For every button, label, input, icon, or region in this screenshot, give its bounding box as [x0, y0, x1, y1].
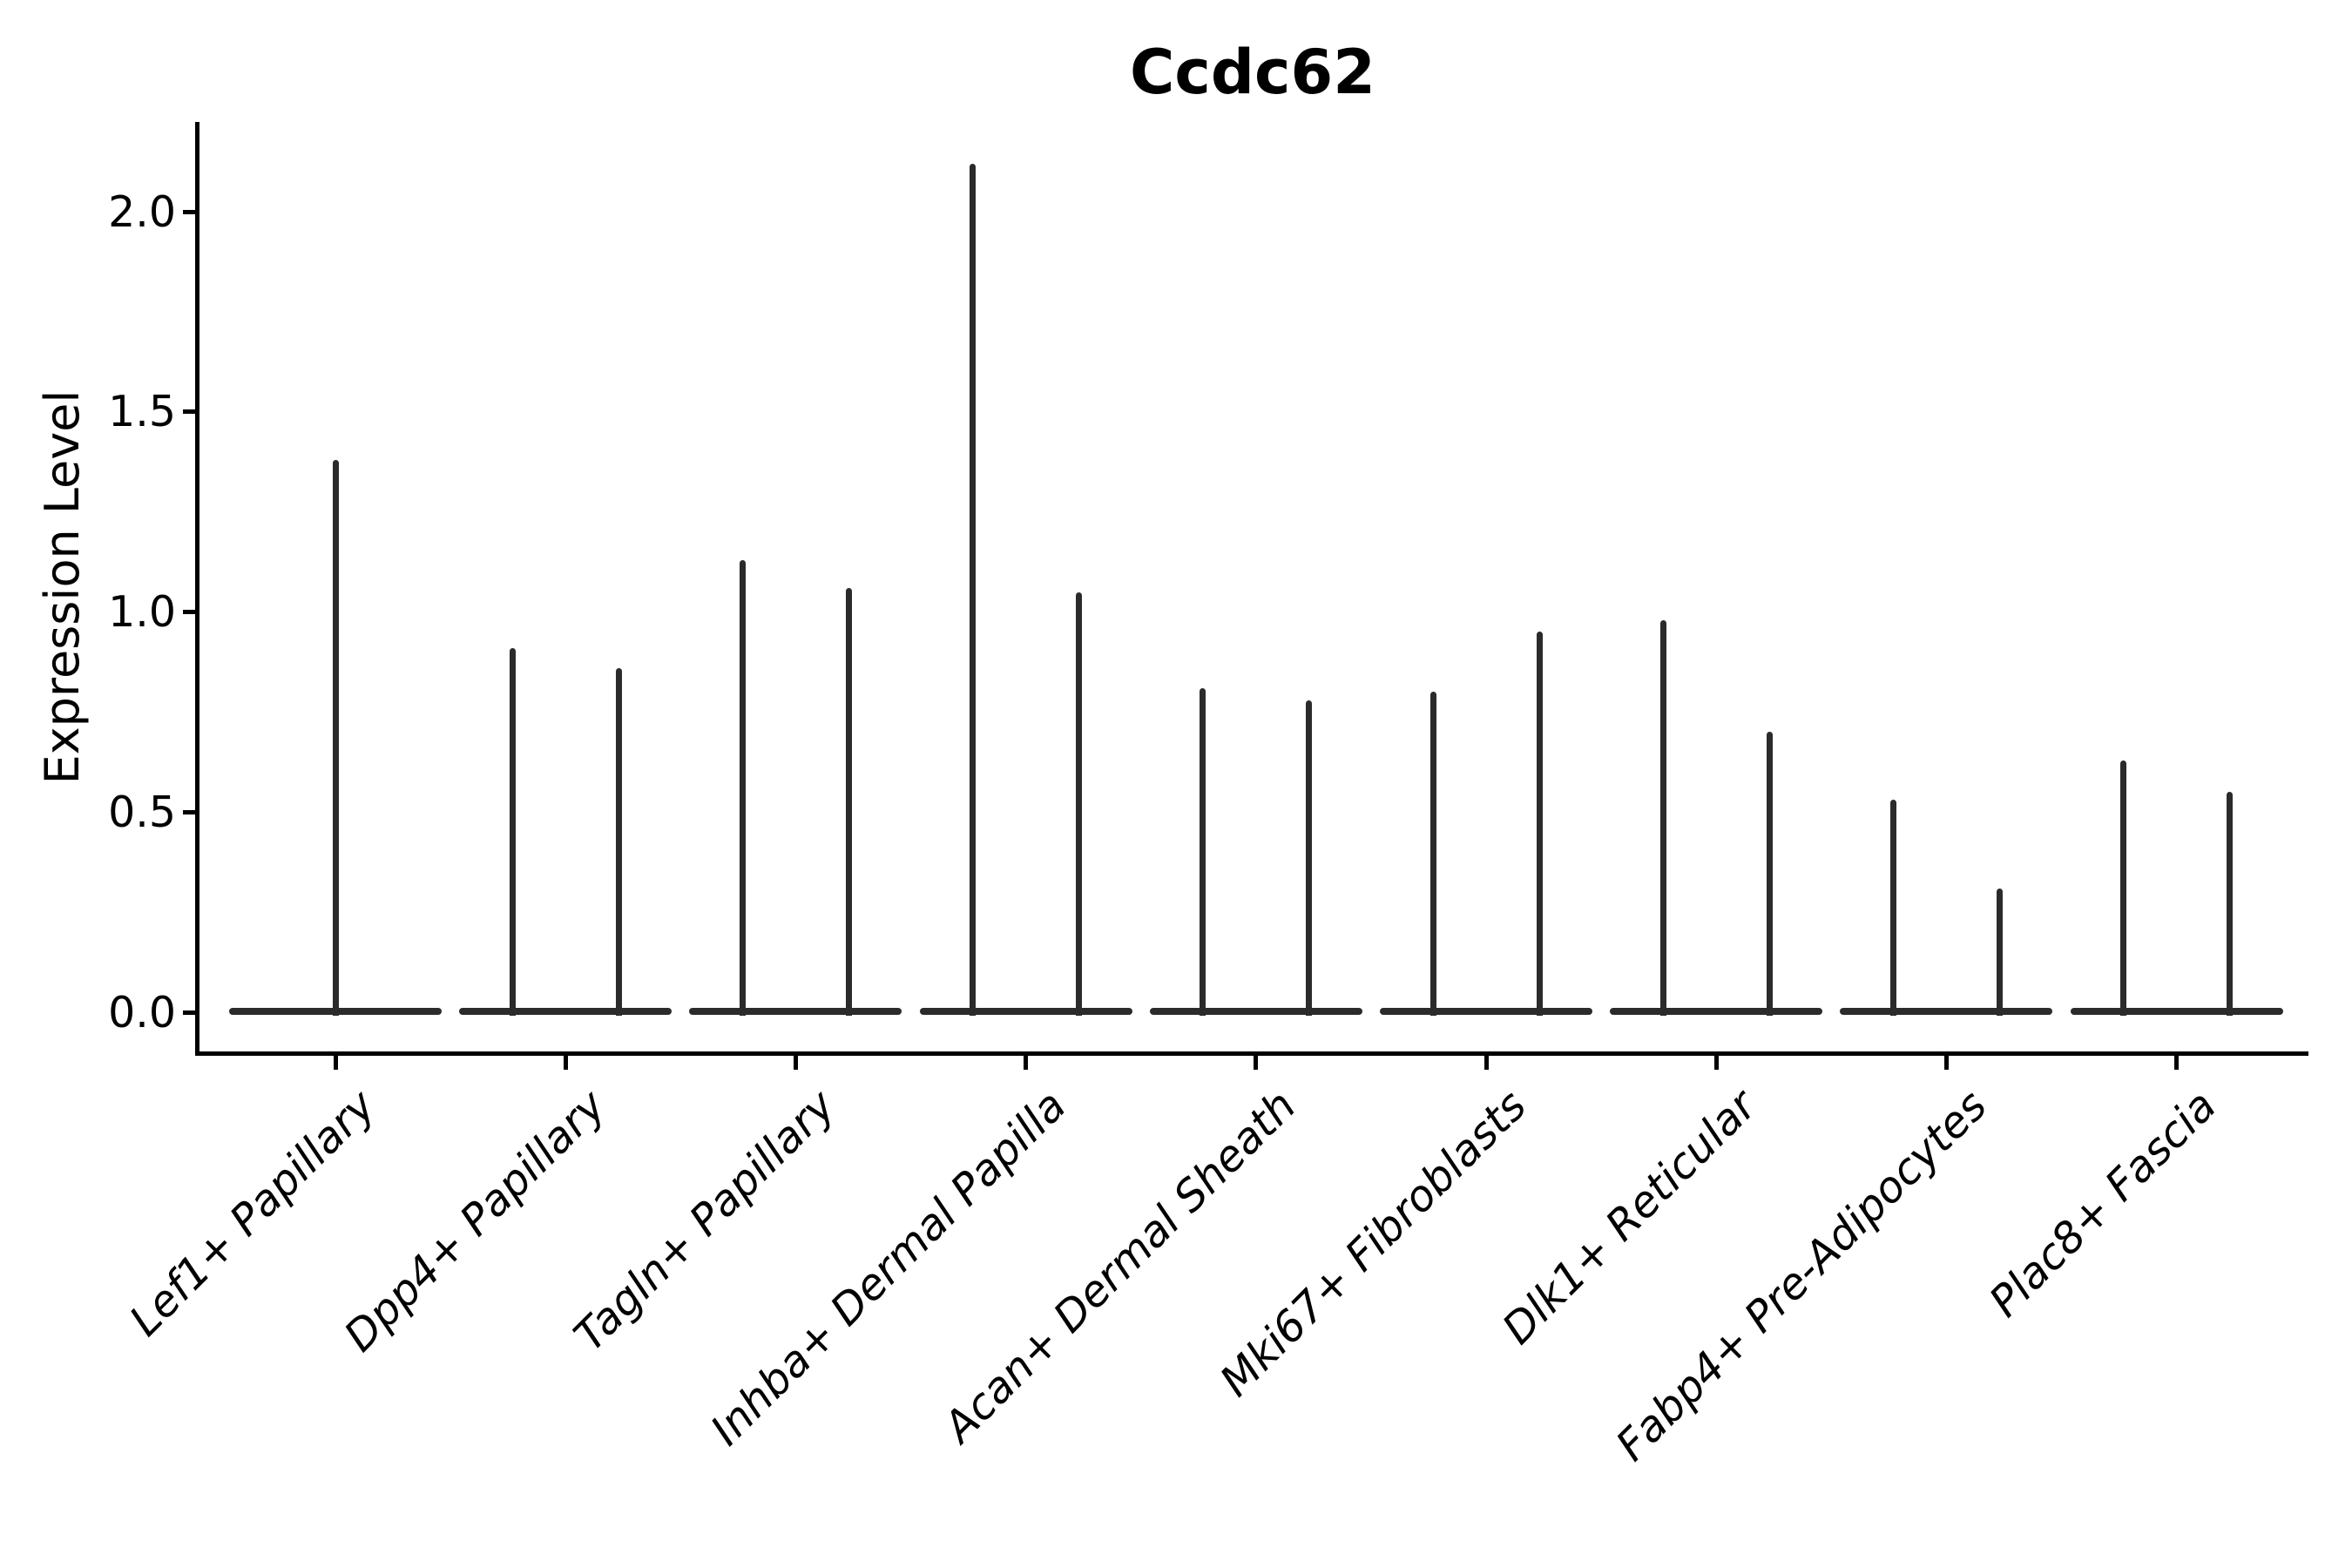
violin-baseline [919, 1008, 1132, 1015]
violin-spike [1536, 632, 1543, 1016]
x-axis-spine [195, 1051, 2308, 1056]
y-tick-label: 0.0 [108, 987, 176, 1037]
x-tick [1484, 1056, 1489, 1070]
x-tick [1713, 1056, 1719, 1070]
violin-spike [615, 667, 622, 1016]
y-tick [183, 409, 199, 415]
x-tick-label: Lef1+ Papillary [119, 1080, 385, 1346]
y-tick [183, 610, 199, 614]
violin-spike [739, 559, 746, 1016]
violin-spike [1306, 700, 1313, 1016]
x-tick [1254, 1056, 1259, 1070]
y-tick-label: 1.0 [108, 587, 176, 637]
y-tick [183, 1010, 199, 1015]
y-tick [183, 209, 199, 214]
violin-spike [1429, 692, 1436, 1016]
violin-spike [1076, 591, 1083, 1016]
violin-spike [332, 459, 339, 1016]
violin-baseline [459, 1008, 672, 1015]
x-tick [2174, 1056, 2180, 1070]
violin-spike [1889, 800, 1896, 1016]
y-tick [183, 809, 199, 814]
violin-baseline [1840, 1008, 2053, 1015]
chart-title: Ccdc62 [1130, 37, 1375, 108]
violin-spike [2120, 760, 2127, 1016]
violin-spike [1996, 888, 2003, 1016]
violin-baseline [1610, 1008, 1823, 1015]
violin-spike [845, 587, 852, 1016]
violin-spike [509, 647, 516, 1016]
violin-baseline [2070, 1008, 2283, 1015]
violin-spike [970, 163, 977, 1016]
violin-baseline [689, 1008, 902, 1015]
y-tick-label: 0.5 [108, 787, 176, 837]
y-tick-label: 2.0 [108, 186, 176, 237]
violin-baseline [1380, 1008, 1592, 1015]
violin-spike [1766, 732, 1773, 1016]
x-tick [1024, 1056, 1029, 1070]
violin-spike [2227, 792, 2234, 1016]
x-tick-label: Plac8+ Fascia [1980, 1080, 2227, 1327]
violin-spike [1200, 687, 1206, 1016]
y-tick-label: 1.5 [108, 387, 176, 437]
violin-spike [1659, 619, 1666, 1016]
y-axis-spine [195, 122, 199, 1056]
x-tick-label: Dlk1+ Reticular [1492, 1080, 1767, 1355]
x-tick [793, 1056, 798, 1070]
x-tick [333, 1056, 338, 1070]
x-tick [1943, 1056, 1949, 1070]
x-tick-label: Fabp4+ Pre-Adipocytes [1605, 1080, 1997, 1471]
x-tick [563, 1056, 568, 1070]
violin-baseline [1149, 1008, 1362, 1015]
